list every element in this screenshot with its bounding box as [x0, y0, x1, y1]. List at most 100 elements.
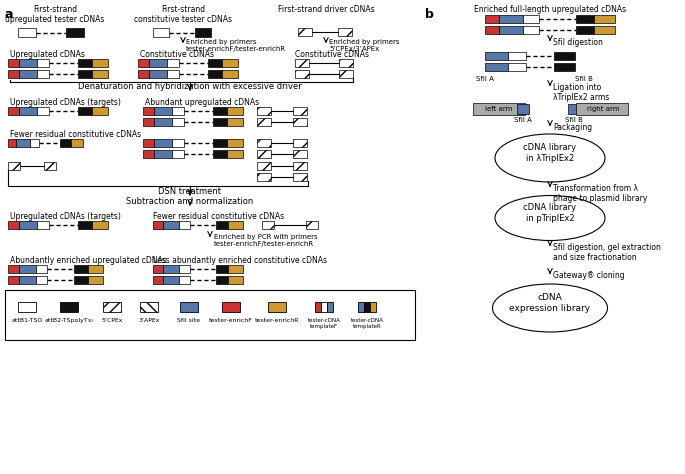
Bar: [485, 52, 508, 60]
Bar: [37, 59, 49, 67]
Text: tester-cDNA
templateR: tester-cDNA templateR: [351, 318, 384, 329]
Text: Enriched by PCR with primers
tester-enrichF/tester-enrichR: Enriched by PCR with primers tester-enri…: [214, 234, 318, 247]
Bar: [195, 28, 211, 37]
Bar: [485, 26, 499, 34]
Bar: [257, 150, 271, 158]
Text: Abundant upregulated cDNAs: Abundant upregulated cDNAs: [145, 98, 259, 107]
Bar: [74, 265, 88, 273]
Bar: [37, 107, 49, 115]
Bar: [216, 276, 229, 284]
Bar: [74, 276, 88, 284]
Text: tester-enrichR: tester-enrichR: [255, 318, 299, 323]
Bar: [36, 276, 47, 284]
Bar: [8, 70, 19, 78]
Bar: [364, 302, 370, 312]
Bar: [213, 139, 227, 147]
Text: Fewer residual constitutive cDNAs: Fewer residual constitutive cDNAs: [10, 130, 141, 139]
Bar: [138, 70, 149, 78]
Bar: [154, 139, 173, 147]
Text: Upregulated cDNAs: Upregulated cDNAs: [10, 50, 85, 59]
Bar: [173, 150, 184, 158]
Text: SfiI digestion, gel extraction
and size fractionation: SfiI digestion, gel extraction and size …: [553, 243, 661, 263]
Bar: [576, 103, 628, 115]
Bar: [92, 107, 108, 115]
Bar: [77, 221, 92, 229]
Bar: [173, 107, 184, 115]
Text: First-strand
upregulated tester cDNAs: First-strand upregulated tester cDNAs: [5, 5, 105, 24]
Bar: [339, 59, 353, 67]
Text: tester-cDNA
templateF: tester-cDNA templateF: [308, 318, 340, 329]
Text: SfiI A: SfiI A: [514, 117, 532, 123]
Bar: [227, 150, 243, 158]
Bar: [554, 63, 575, 71]
Bar: [293, 150, 307, 158]
Text: Ligation into
λTriplEx2 arms: Ligation into λTriplEx2 arms: [553, 83, 609, 102]
Bar: [257, 173, 271, 181]
Text: SfiI B: SfiI B: [565, 117, 583, 123]
Bar: [143, 107, 154, 115]
Bar: [568, 104, 580, 114]
Bar: [499, 26, 523, 34]
Bar: [508, 52, 526, 60]
Bar: [154, 107, 173, 115]
Text: Enriched by primers
5’CPEx/3’APEx: Enriched by primers 5’CPEx/3’APEx: [329, 39, 399, 52]
Bar: [499, 15, 523, 23]
Bar: [19, 70, 37, 78]
Bar: [103, 302, 121, 312]
Text: cDNA library
in pTriplEx2: cDNA library in pTriplEx2: [523, 203, 577, 223]
Bar: [8, 107, 19, 115]
Bar: [153, 265, 163, 273]
Text: Abundantly enriched upregulated cDNAs: Abundantly enriched upregulated cDNAs: [10, 256, 166, 265]
Bar: [77, 70, 92, 78]
Bar: [327, 302, 333, 312]
Text: Constitutive cDNAs: Constitutive cDNAs: [140, 50, 214, 59]
Bar: [257, 107, 271, 115]
Text: cDNA library
in λTriplEx2: cDNA library in λTriplEx2: [523, 143, 577, 163]
Text: Upregulated cDNAs (targets): Upregulated cDNAs (targets): [10, 212, 121, 221]
Text: a: a: [5, 8, 14, 21]
Bar: [554, 52, 575, 60]
Bar: [321, 302, 327, 312]
Ellipse shape: [493, 284, 608, 332]
Bar: [143, 118, 154, 126]
Ellipse shape: [495, 195, 605, 240]
Text: left arm: left arm: [485, 106, 512, 112]
Bar: [594, 15, 615, 23]
Bar: [163, 221, 179, 229]
Bar: [473, 103, 525, 115]
Bar: [179, 265, 190, 273]
Bar: [227, 118, 243, 126]
Text: 3’APEx: 3’APEx: [138, 318, 160, 323]
Bar: [575, 15, 594, 23]
Bar: [8, 265, 18, 273]
Text: First-strand
constitutive tester cDNAs: First-strand constitutive tester cDNAs: [134, 5, 232, 24]
Bar: [18, 302, 36, 312]
Bar: [37, 70, 49, 78]
Text: 5’CPEx: 5’CPEx: [101, 318, 123, 323]
Bar: [508, 63, 526, 71]
Bar: [485, 15, 499, 23]
Bar: [16, 139, 30, 147]
Bar: [66, 28, 84, 37]
Bar: [179, 221, 190, 229]
Text: SfiI site: SfiI site: [177, 318, 201, 323]
Bar: [262, 221, 274, 229]
Bar: [153, 276, 163, 284]
Bar: [8, 139, 16, 147]
Bar: [213, 118, 227, 126]
Text: Gateway® cloning: Gateway® cloning: [553, 271, 625, 280]
Bar: [216, 221, 229, 229]
Text: tester-enrichF: tester-enrichF: [209, 318, 253, 323]
Bar: [485, 63, 508, 71]
Bar: [154, 118, 173, 126]
Bar: [293, 118, 307, 126]
Text: First-strand driver cDNAs: First-strand driver cDNAs: [277, 5, 374, 14]
Text: SfiI A: SfiI A: [476, 76, 494, 82]
Bar: [227, 107, 243, 115]
Bar: [222, 59, 238, 67]
Bar: [77, 107, 92, 115]
Text: b: b: [425, 8, 434, 21]
Bar: [295, 59, 309, 67]
Bar: [523, 15, 539, 23]
Bar: [143, 139, 154, 147]
